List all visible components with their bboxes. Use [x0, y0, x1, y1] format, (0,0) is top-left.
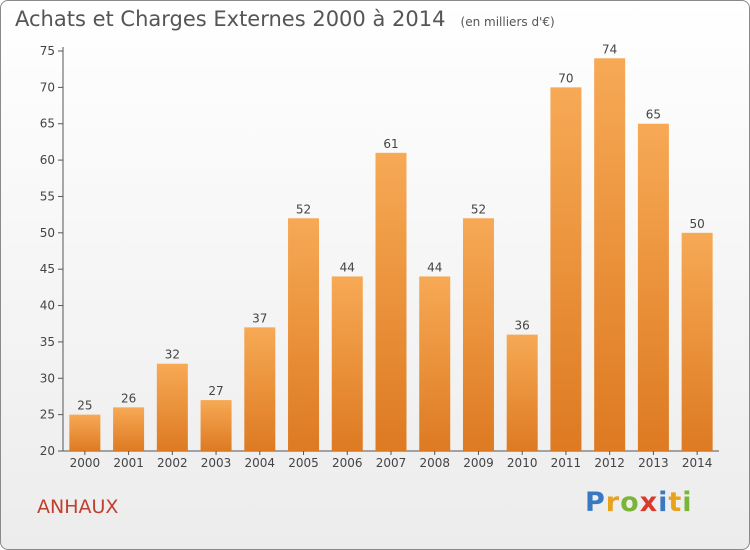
x-tick-label: 2000 [70, 456, 101, 470]
x-tick-label: 2011 [551, 456, 582, 470]
x-tick-label: 2005 [288, 456, 319, 470]
y-tick-label: 20 [40, 444, 55, 458]
y-tick-label: 60 [40, 153, 55, 167]
x-tick-label: 2008 [419, 456, 450, 470]
chart-title-block: Achats et Charges Externes 2000 à 2014 (… [15, 7, 555, 31]
bar-2009 [462, 218, 494, 451]
data-label-2012: 74 [602, 42, 617, 56]
data-label-2008: 44 [427, 260, 442, 274]
x-tick-label: 2013 [638, 456, 669, 470]
y-tick-label: 30 [40, 371, 55, 385]
data-label-2005: 52 [296, 202, 311, 216]
bar-2012 [594, 58, 626, 451]
proxiti-logo: Proxiti [585, 487, 693, 518]
y-tick-label: 35 [40, 335, 55, 349]
bar-2008 [419, 276, 451, 451]
x-tick-label: 2002 [157, 456, 188, 470]
bar-2007 [375, 152, 407, 451]
data-label-2011: 70 [558, 71, 573, 85]
bar-2001 [113, 407, 145, 451]
x-tick-label: 2003 [201, 456, 232, 470]
bar-2002 [156, 363, 188, 451]
logo-letter: P [585, 487, 606, 518]
bar-2000 [69, 414, 101, 451]
y-tick-label: 40 [40, 299, 55, 313]
logo-letter: r [605, 487, 621, 518]
x-tick-label: 2004 [245, 456, 276, 470]
bar-2005 [288, 218, 320, 451]
y-tick-label: 70 [40, 80, 55, 94]
logo-letter: o [620, 487, 640, 518]
y-tick-label: 65 [40, 117, 55, 131]
data-label-2004: 37 [252, 311, 267, 325]
chart-unit-note: (en milliers d'€) [460, 15, 555, 29]
y-tick-label: 55 [40, 189, 55, 203]
bar-2014 [681, 232, 713, 451]
x-tick-label: 2001 [113, 456, 144, 470]
bar-2003 [200, 400, 232, 451]
x-tick-label: 2009 [463, 456, 494, 470]
y-tick-label: 50 [40, 226, 55, 240]
bar-2013 [637, 123, 669, 452]
y-tick-label: 45 [40, 262, 55, 276]
x-tick-label: 2007 [376, 456, 407, 470]
logo-letter: i [682, 487, 693, 518]
data-label-2002: 32 [165, 348, 180, 362]
logo-letter: x [639, 487, 659, 518]
x-tick-label: 2014 [682, 456, 713, 470]
logo-letter: t [668, 487, 683, 518]
logo-letter: i [658, 487, 669, 518]
data-label-2010: 36 [515, 319, 530, 333]
bar-2006 [331, 276, 363, 451]
chart-title: Achats et Charges Externes 2000 à 2014 [15, 7, 446, 31]
commune-name: ANHAUX [37, 496, 119, 518]
x-tick-label: 2006 [332, 456, 363, 470]
y-tick-label: 75 [40, 44, 55, 58]
y-tick-label: 25 [40, 408, 55, 422]
data-label-2006: 44 [340, 260, 355, 274]
data-label-2003: 27 [208, 384, 223, 398]
data-label-2009: 52 [471, 202, 486, 216]
data-label-2000: 25 [77, 399, 92, 413]
data-label-2007: 61 [383, 137, 398, 151]
x-tick-label: 2012 [594, 456, 625, 470]
data-label-2013: 65 [646, 108, 661, 122]
data-label-2001: 26 [121, 391, 136, 405]
data-label-2014: 50 [689, 217, 704, 231]
bar-2004 [244, 327, 276, 451]
x-tick-label: 2010 [507, 456, 538, 470]
bar-2010 [506, 334, 538, 451]
bar-2011 [550, 87, 582, 451]
